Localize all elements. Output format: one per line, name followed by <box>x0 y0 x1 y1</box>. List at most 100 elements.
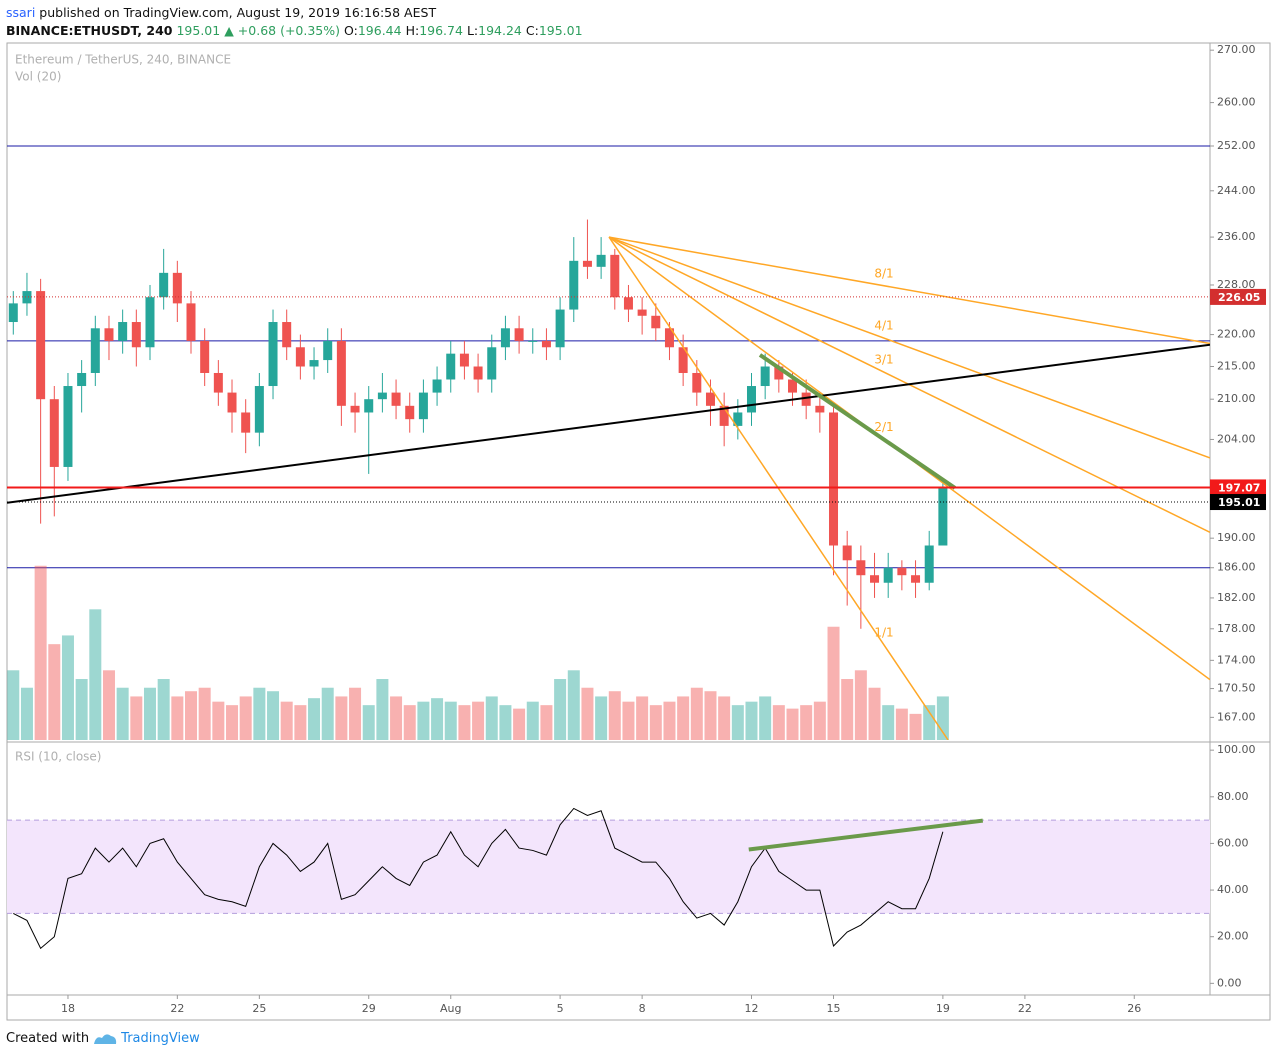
volume-bar <box>403 705 416 740</box>
y-tick-label: 40.00 <box>1217 883 1249 896</box>
candle-body <box>911 575 921 583</box>
volume-bar <box>89 609 102 740</box>
volume-bar <box>636 696 649 740</box>
fan-line <box>608 236 1210 345</box>
fan-label: 3/1 <box>874 353 893 367</box>
y-tick-label: 220.00 <box>1217 328 1256 341</box>
volume-bar <box>895 708 908 740</box>
x-tick-label: 5 <box>557 1002 564 1015</box>
volume-bar <box>102 670 115 740</box>
y-tick-label: 190.00 <box>1217 531 1256 544</box>
quote-line: BINANCE:ETHUSDT, 240 195.01 ▲ +0.68 (+0.… <box>6 22 583 40</box>
candle-body <box>323 340 333 361</box>
candle-body <box>350 405 360 413</box>
candle-body <box>418 392 428 420</box>
candle-body <box>77 372 87 387</box>
author[interactable]: ssari <box>6 5 36 20</box>
candle-body <box>637 309 647 316</box>
volume-bar <box>116 687 129 740</box>
rsi-line <box>13 807 944 950</box>
candle-body <box>623 297 633 310</box>
x-tick-label: Aug <box>440 1002 461 1015</box>
fan-label: 1/1 <box>874 625 893 639</box>
volume-bar <box>198 687 211 740</box>
candle-body <box>254 386 264 433</box>
candle-body <box>555 309 565 348</box>
candle-body <box>172 272 182 304</box>
volume-bar <box>909 713 922 740</box>
volume-bar <box>267 691 280 740</box>
candle-body <box>186 303 196 341</box>
volume-bar <box>854 670 867 740</box>
candle-body <box>282 322 292 348</box>
candle-body <box>295 347 305 367</box>
candle-body <box>924 545 934 583</box>
volume-bar <box>608 691 621 740</box>
volume-bar <box>882 705 895 740</box>
candle-body <box>842 545 852 561</box>
candle-body <box>870 575 880 583</box>
volume-bar <box>540 705 553 740</box>
price-label: 195.01 <box>1218 496 1260 509</box>
volume-bar <box>349 687 362 740</box>
x-tick-label: 26 <box>1127 1002 1141 1015</box>
volume-bar <box>827 626 840 740</box>
candle-body <box>746 386 756 413</box>
trend-line <box>7 343 1210 504</box>
candle-body <box>227 392 237 413</box>
candle-body <box>815 405 825 413</box>
volume-bar <box>335 696 348 740</box>
x-tick-label: 29 <box>362 1002 376 1015</box>
candle-body <box>938 487 948 546</box>
symbol-legend: Ethereum / TetherUS, 240, BINANCE <box>15 53 231 67</box>
volume-bar <box>595 696 608 740</box>
ohlc-label: H: <box>405 23 420 38</box>
volume-bar <box>649 705 662 740</box>
volume-bar <box>417 701 430 740</box>
rsi-pane <box>7 807 1210 950</box>
fan-label: 8/1 <box>874 266 893 280</box>
y-tick-label: 167.00 <box>1217 710 1256 723</box>
ohlc-value: 196.44 <box>357 23 402 38</box>
price-pane: 8/1 4/1 3/1 2/1 1/1 <box>7 145 1210 740</box>
y-tick-label: 215.00 <box>1217 360 1256 373</box>
volume-bar <box>554 679 567 740</box>
x-tick-label: 22 <box>170 1002 184 1015</box>
candle-body <box>364 399 374 413</box>
volume-legend: Vol (20) <box>15 70 61 84</box>
volume-bar <box>677 696 690 740</box>
ohlc-label: C: <box>525 23 539 38</box>
published: published on TradingView.com, August 19,… <box>39 5 437 20</box>
volume-bar <box>458 705 471 740</box>
header: ssari published on TradingView.com, Augu… <box>6 4 583 40</box>
volume-bar <box>280 701 293 740</box>
ohlc-value: 194.24 <box>478 23 522 38</box>
x-tick-label: 18 <box>61 1002 75 1015</box>
created: Created with <box>6 1031 90 1046</box>
volume-bar <box>171 696 184 740</box>
x-tick-label: 8 <box>639 1002 646 1015</box>
trend-line <box>748 818 984 852</box>
candle-body <box>459 353 469 367</box>
y-tick-label: 20.00 <box>1217 930 1249 943</box>
volume-bar <box>253 687 266 740</box>
fan-label: 4/1 <box>874 319 893 333</box>
volume-bar <box>157 679 170 740</box>
y-tick-label: 182.00 <box>1217 591 1256 604</box>
candle-body <box>883 567 893 583</box>
y-tick-label: 186.00 <box>1217 561 1256 574</box>
candle-body <box>241 412 251 433</box>
y-tick-label: 0.00 <box>1217 976 1242 989</box>
volume-bar <box>813 701 826 740</box>
rsi-band <box>7 820 1210 914</box>
candle-body <box>582 260 592 267</box>
brand[interactable]: TradingView <box>121 1031 200 1046</box>
y-tick-label: 100.00 <box>1217 743 1256 756</box>
candle-body <box>104 328 114 341</box>
logo <box>94 1033 117 1044</box>
volume-bar <box>663 701 676 740</box>
volume-bar <box>731 705 744 740</box>
volume-bar <box>390 696 403 740</box>
axes: 270.00260.00252.00244.00236.00228.00220.… <box>61 43 1266 1015</box>
